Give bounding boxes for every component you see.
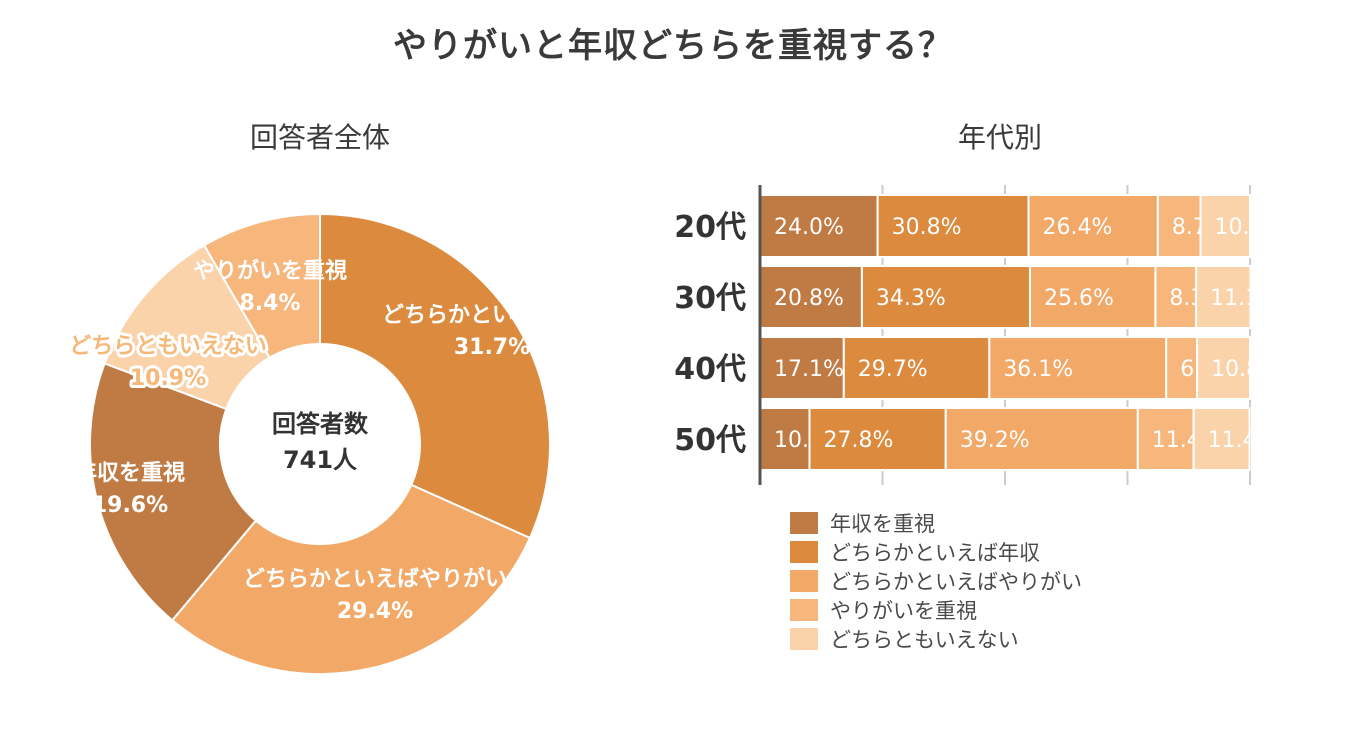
- donut-slice: [89, 362, 258, 622]
- legend-swatch: [790, 511, 818, 534]
- category-label: 40代: [674, 352, 746, 387]
- bar-segment-label: 26.4%: [1043, 215, 1113, 240]
- legend-swatch: [790, 569, 818, 592]
- legend-swatch: [790, 598, 818, 621]
- bar-segment-label: 25.6%: [1044, 286, 1114, 311]
- bar-segment: [1192, 407, 1251, 471]
- bar-legend: 年収を重視どちらかといえば年収どちらかといえばやりがい やりがいを重視どちらともい…: [790, 508, 1082, 653]
- category-label: 50代: [674, 423, 746, 458]
- bar-segment-label: 10.1%: [1215, 215, 1280, 240]
- legend-item: やりがいを重視: [790, 595, 1082, 624]
- donut-slice-value: 31.7%: [454, 335, 530, 360]
- bar-segment: [1136, 407, 1195, 471]
- donut-slice-value: 8.4%: [239, 291, 300, 316]
- bar-segment: [1165, 336, 1199, 400]
- bar-segment: [759, 336, 845, 400]
- category-label: 20代: [674, 210, 746, 245]
- legend-item: どちらかといえばやりがい: [790, 566, 1082, 595]
- legend-label: 年収を重視: [830, 511, 935, 536]
- donut-slice-value: 29.4%: [337, 599, 413, 624]
- legend-item: どちらともいえない: [790, 624, 1082, 653]
- donut-slice-label: やりがいを重視: [193, 258, 347, 284]
- bar-segment: [860, 265, 1031, 329]
- donut-slice-label: どちらかといえばやりがい: [243, 566, 507, 592]
- donut-chart: どちらかといえば年収 31.7% どちらかといえばやりがい 29.4% 年収を重視 19.…: [66, 212, 603, 675]
- donut-slice-value: 10.9%: [130, 366, 206, 391]
- donut-slice: [319, 212, 551, 540]
- bar-segment: [1195, 265, 1252, 329]
- bar-segment: [1199, 194, 1252, 258]
- bar-segment: [988, 336, 1168, 400]
- bar-segment-label: 29.7%: [858, 357, 928, 382]
- bar-segment-label: 30.8%: [892, 215, 962, 240]
- bar-segment-label: 17.1%: [774, 357, 844, 382]
- bar-segment: [759, 194, 879, 258]
- donut-slice-label: どちらともいえない: [69, 334, 267, 359]
- legend-label: やりがいを重視: [830, 598, 977, 623]
- donut-chart-title: 回答者全体: [249, 121, 390, 154]
- legend-label: どちらともいえない: [830, 627, 1019, 652]
- bar-segment: [1027, 194, 1159, 258]
- bar-segment-label: 24.0%: [774, 215, 844, 240]
- donut-slice-value: 19.6%: [92, 493, 168, 518]
- bar-segment-label: 11.1%: [1210, 286, 1280, 311]
- donut-slice-label: どちらかといえば年収: [382, 302, 603, 328]
- legend-item: どちらかといえば年収: [790, 537, 1082, 566]
- stacked-bar-chart: 24.0%30.8%26.4%8.7%10.1%20代20.8%34.3%25.…: [674, 185, 1280, 485]
- bar-segment-label: 39.2%: [960, 428, 1030, 453]
- bar-segment-label: 27.8%: [823, 428, 893, 453]
- donut-slice-label: 年収を重視: [75, 460, 185, 486]
- donut-slice: [202, 212, 321, 359]
- bar-segment: [842, 336, 991, 400]
- bar-segment-label: 20.8%: [774, 286, 844, 311]
- bar-segment: [759, 407, 811, 471]
- chart-main-title: やりがいと年収どちらを重視する？: [393, 26, 953, 66]
- donut-slice: [170, 483, 532, 675]
- bar-segment-label: 36.1%: [1003, 357, 1073, 382]
- legend-item: 年収を重視: [790, 508, 1082, 537]
- bar-segment-label: 10.8%: [1211, 357, 1280, 382]
- legend-swatch: [790, 540, 818, 563]
- bar-segment: [759, 265, 863, 329]
- bar-segment-label: 11.4%: [1208, 428, 1278, 453]
- bar-segment: [808, 407, 947, 471]
- bar-segment-label: 34.3%: [876, 286, 946, 311]
- legend-label: どちらかといえば年収: [830, 540, 1040, 565]
- legend-swatch: [790, 627, 818, 650]
- category-label: 30代: [674, 281, 746, 316]
- bar-chart-title: 年代別: [957, 121, 1042, 154]
- bar-segment: [1154, 265, 1198, 329]
- donut-center-label: 回答者数: [272, 410, 369, 438]
- bar-segment: [1196, 336, 1252, 400]
- donut-center-value: 741人: [283, 446, 357, 474]
- legend-label: どちらかといえばやりがい: [830, 569, 1082, 594]
